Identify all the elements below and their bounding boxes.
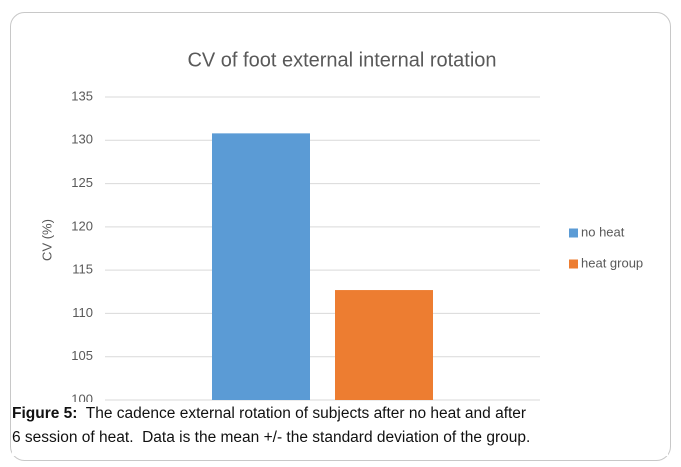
- chart-title: CV of foot external internal rotation: [187, 49, 496, 71]
- legend-label: no heat: [581, 224, 625, 239]
- y-axis-label: CV (%): [39, 219, 54, 261]
- caption-line: The cadence external rotation of subject…: [77, 405, 527, 422]
- y-tick-label: 110: [72, 305, 93, 320]
- y-tick-label: 120: [71, 218, 93, 233]
- bar: [335, 290, 433, 400]
- legend-label: heat group: [581, 255, 643, 270]
- caption-line: 6 session of heat. Data is the mean +/- …: [12, 429, 531, 446]
- caption-label: Figure 5:: [12, 405, 78, 422]
- legend-swatch: [569, 259, 578, 269]
- frame: [10, 12, 671, 461]
- y-tick-label: 125: [71, 175, 93, 190]
- caption: Figure 5: The cadence external rotation …: [12, 402, 668, 456]
- y-tick-label: 115: [72, 262, 93, 277]
- y-tick-label: 130: [71, 132, 93, 147]
- y-tick-label: 135: [71, 88, 93, 103]
- legend-swatch: [569, 228, 578, 238]
- y-tick-label: 105: [71, 348, 93, 363]
- bar: [212, 133, 310, 401]
